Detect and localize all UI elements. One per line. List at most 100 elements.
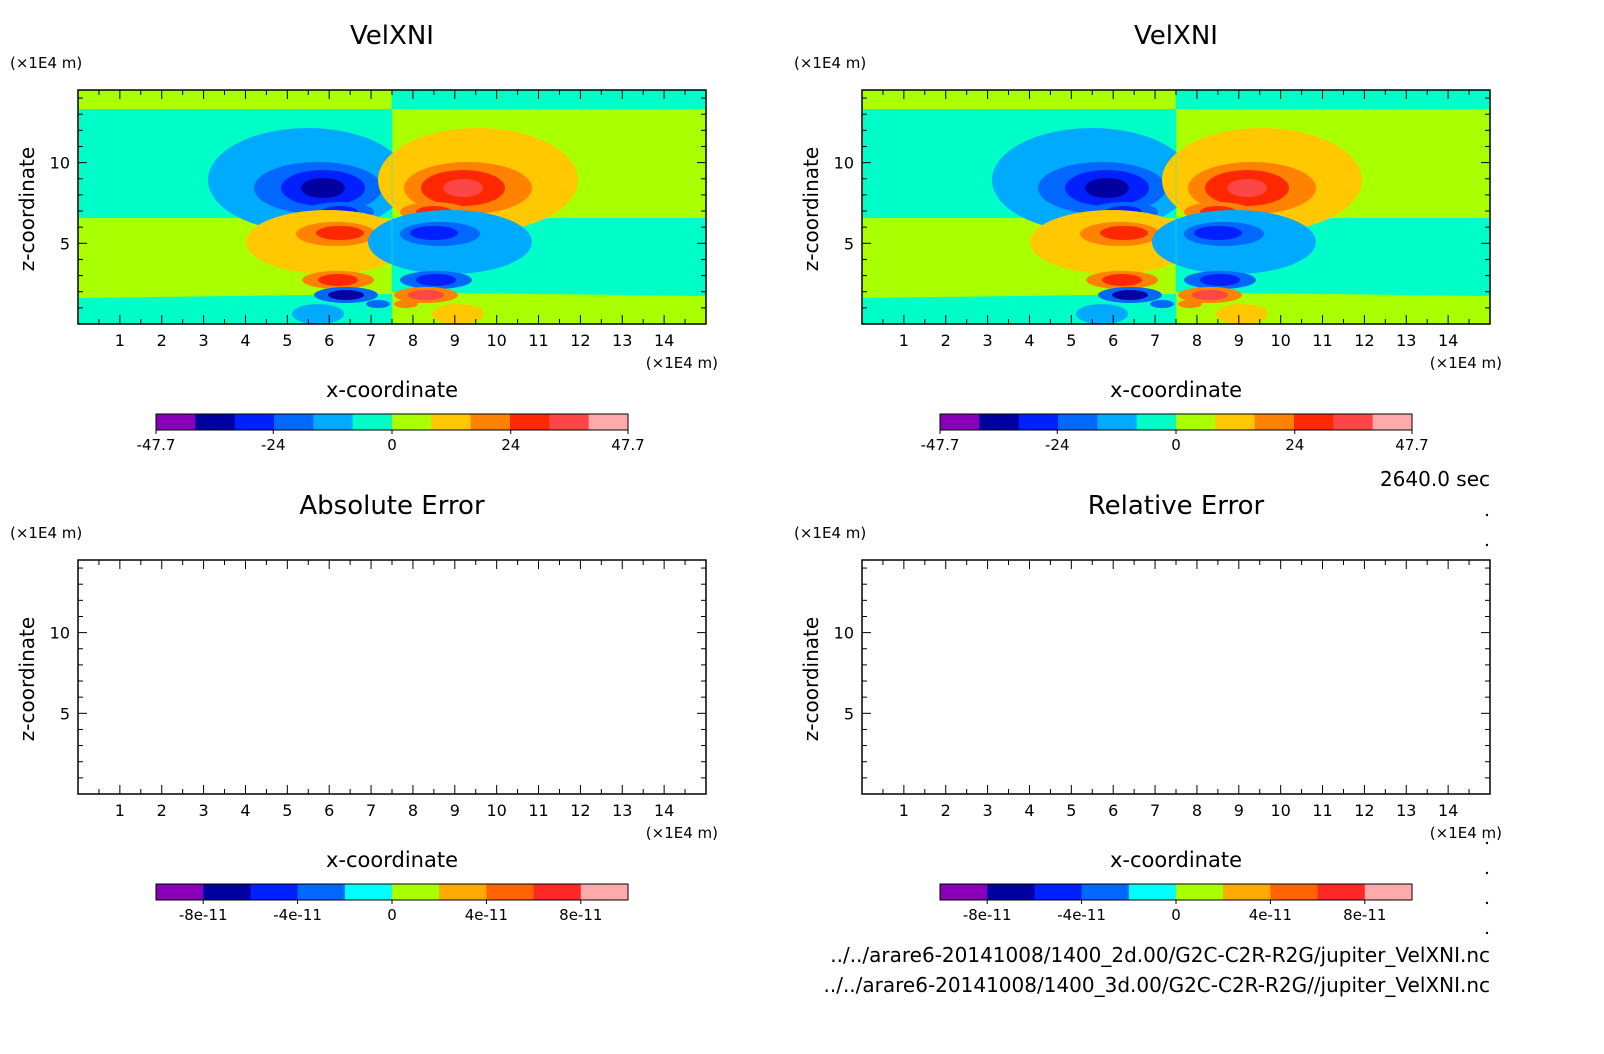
- colorbar-tick-label: 4e-11: [1249, 906, 1292, 924]
- x-tick-label: 3: [199, 331, 209, 350]
- x-tick-label: 10: [1270, 331, 1290, 350]
- x-unit-label: (×1E4 m): [1430, 824, 1502, 842]
- x-tick-label: 5: [282, 801, 292, 820]
- colorbar-swatch: [1136, 414, 1177, 430]
- file-path-1: ../../arare6-20141008/1400_2d.00/G2C-C2R…: [830, 943, 1490, 967]
- x-unit-label: (×1E4 m): [646, 824, 718, 842]
- colorbar-swatch: [392, 414, 432, 430]
- x-tick-label: 11: [528, 331, 548, 350]
- x-tick-label: 9: [450, 331, 460, 350]
- x-tick-label: 1: [899, 801, 909, 820]
- x-tick-label: 13: [1396, 331, 1416, 350]
- colorbar-tick-label: 47.7: [1395, 436, 1428, 454]
- colorbar-swatch: [156, 414, 196, 430]
- y-tick-label: 10: [834, 154, 854, 173]
- y-unit-label: (×1E4 m): [794, 54, 866, 72]
- contour-region: [408, 290, 444, 300]
- contour-region: [1192, 290, 1228, 300]
- colorbar-swatch: [533, 884, 582, 900]
- x-tick-label: 9: [1234, 331, 1244, 350]
- colorbar-swatch: [234, 414, 275, 430]
- colorbar-swatch: [486, 884, 534, 900]
- colorbar-swatch: [940, 414, 980, 430]
- x-tick-label: 5: [1066, 801, 1076, 820]
- x-unit-label: (×1E4 m): [1430, 354, 1502, 372]
- x-tick-label: 12: [570, 801, 590, 820]
- colorbar-swatch: [1097, 414, 1138, 430]
- contour-region: [394, 300, 418, 308]
- y-axis-label: z-coordinate: [15, 617, 39, 741]
- colorbar-swatch: [987, 884, 1035, 900]
- x-tick-label: 2: [941, 331, 951, 350]
- colorbar-swatch: [1176, 414, 1216, 430]
- colorbar-swatch: [1176, 884, 1224, 900]
- contour-region: [1178, 300, 1202, 308]
- y-unit-label: (×1E4 m): [794, 524, 866, 542]
- file-path-2: ../../arare6-20141008/1400_3d.00/G2C-C2R…: [824, 973, 1491, 997]
- x-tick-label: 10: [486, 331, 506, 350]
- x-tick-label: 9: [1234, 801, 1244, 820]
- contour-region: [292, 304, 344, 324]
- colorbar-swatch: [1223, 884, 1271, 900]
- contour-region: [328, 290, 364, 300]
- x-axis-label: x-coordinate: [1110, 378, 1242, 402]
- contour-region: [301, 178, 345, 198]
- contour-region: [1216, 304, 1268, 324]
- chart-panel-3: Absolute Error(×1E4 m)1 2 3 4 5 6 7 8 9 10 11 12 13 1…: [10, 491, 718, 924]
- x-tick-label: 8: [1192, 331, 1202, 350]
- y-tick-label: 5: [60, 704, 70, 723]
- colorbar-swatch: [203, 884, 251, 900]
- field-band: [78, 90, 392, 109]
- colorbar-tick-label: 0: [387, 906, 397, 924]
- x-tick-label: 10: [1270, 801, 1290, 820]
- contour-region: [1227, 179, 1267, 197]
- colorbar-swatch: [431, 414, 472, 430]
- colorbar-swatch: [1215, 414, 1256, 430]
- contour-region: [1085, 178, 1129, 198]
- field-band: [862, 90, 1176, 109]
- x-tick-label: 12: [1354, 801, 1374, 820]
- colorbar-swatch: [1058, 414, 1098, 430]
- contour-region: [1194, 226, 1242, 240]
- colorbar-swatch: [1254, 414, 1295, 430]
- contour-region: [1100, 226, 1148, 240]
- y-tick-label: 5: [844, 704, 854, 723]
- colorbar-swatch: [940, 884, 988, 900]
- x-tick-label: 11: [1312, 331, 1332, 350]
- edge-marks: [1485, 513, 1489, 935]
- colorbar-swatch: [580, 884, 629, 900]
- x-tick-label: 14: [1438, 801, 1458, 820]
- time-label: 2640.0 sec: [1380, 467, 1490, 491]
- colorbar-tick-label: -8e-11: [179, 906, 228, 924]
- x-tick-label: 4: [240, 801, 250, 820]
- field-contours: [208, 90, 578, 324]
- colorbar-swatch: [1034, 884, 1082, 900]
- plot-frame: [861, 559, 1491, 795]
- colorbar-tick-label: 24: [501, 436, 520, 454]
- y-tick-label: 10: [834, 624, 854, 643]
- colorbar-swatch: [1364, 884, 1413, 900]
- x-axis-label: x-coordinate: [1110, 848, 1242, 872]
- x-unit-label: (×1E4 m): [646, 354, 718, 372]
- colorbar-swatch: [470, 414, 511, 430]
- x-tick-label: 7: [1150, 331, 1160, 350]
- colorbar-tick-label: 4e-11: [465, 906, 508, 924]
- x-tick-label: 10: [486, 801, 506, 820]
- colorbar-swatch: [195, 414, 236, 430]
- contour-region: [416, 274, 456, 286]
- colorbar-swatch: [979, 414, 1020, 430]
- x-tick-label: 12: [1354, 331, 1374, 350]
- colorbar-swatch: [1317, 884, 1366, 900]
- y-axis-label: z-coordinate: [799, 147, 823, 271]
- colorbar: -47.7 -24 0 24 47.7: [921, 413, 1429, 454]
- colorbar-swatch: [274, 414, 314, 430]
- x-tick-label: 14: [654, 801, 674, 820]
- colorbar-swatch: [1018, 414, 1059, 430]
- contour-region: [443, 179, 483, 197]
- field-contours: [992, 90, 1362, 324]
- x-tick-label: 1: [115, 331, 125, 350]
- x-tick-label: 4: [1024, 331, 1034, 350]
- y-axis-label: z-coordinate: [799, 617, 823, 741]
